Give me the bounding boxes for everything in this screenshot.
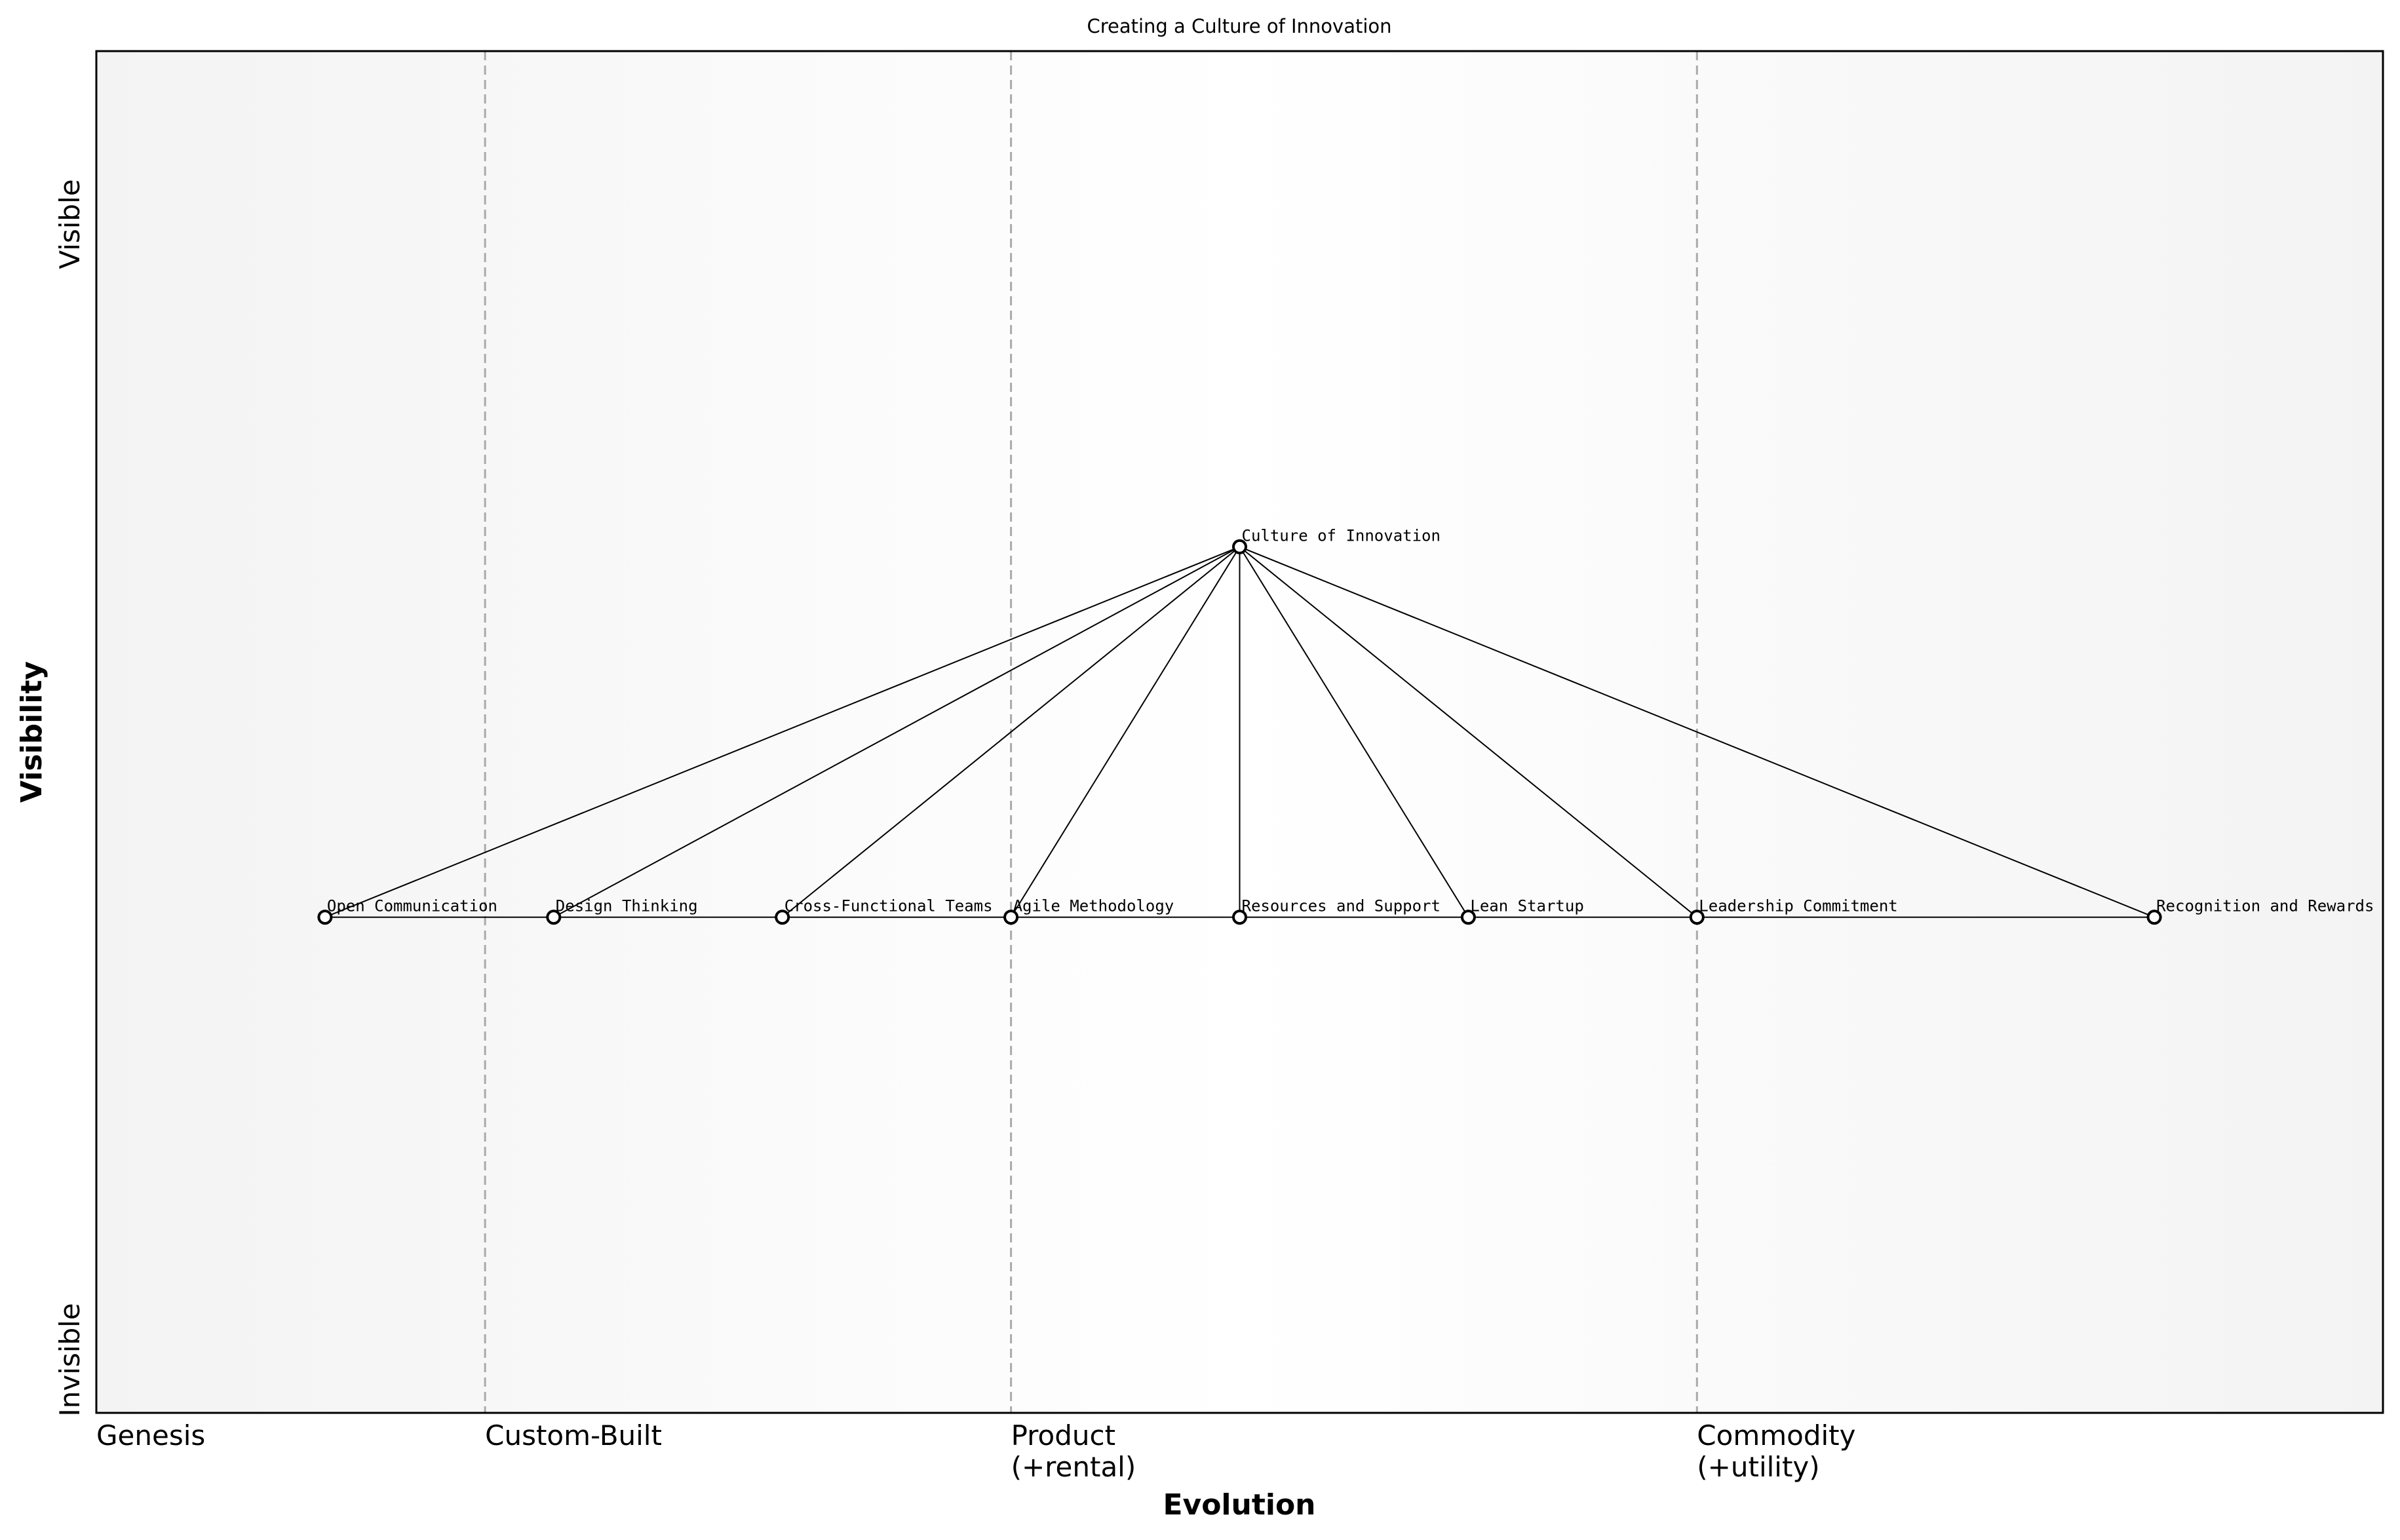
stage-label-sub: (+rental) [1011, 1451, 1136, 1483]
component-node-cft[interactable] [775, 910, 790, 925]
component-node-agile[interactable] [1003, 910, 1019, 925]
component-label-recognition: Recognition and Rewards [2156, 897, 2374, 915]
component-label-agile: Agile Methodology [1013, 897, 1174, 915]
component-label-lean: Lean Startup [1470, 897, 1583, 915]
component-node-leadership[interactable] [1689, 910, 1705, 925]
component-node-recognition[interactable] [2146, 910, 2162, 925]
link-culture-open [324, 546, 1240, 918]
component-node-lean[interactable] [1460, 910, 1476, 925]
stage-label-sub: (+utility) [1697, 1451, 1819, 1483]
link-culture-agile [1010, 546, 1241, 918]
y-axis-bottom-label: Invisible [54, 1303, 86, 1416]
stage-label: Product [1011, 1419, 1115, 1452]
stage-label: Commodity [1697, 1419, 1855, 1452]
component-node-resources[interactable] [1232, 910, 1247, 925]
link-culture-lean [1239, 546, 1469, 918]
y-axis-label: Visibility [15, 661, 48, 803]
stage-label: Custom-Built [485, 1419, 662, 1452]
link-culture-cft [782, 546, 1241, 918]
component-node-design[interactable] [546, 910, 562, 925]
plot-frame [95, 50, 2384, 1414]
link-group [324, 546, 2155, 918]
component-label-design: Design Thinking [556, 897, 698, 915]
component-label-leadership: Leadership Commitment [1699, 897, 1897, 915]
component-label-resources: Resources and Support [1242, 897, 1441, 915]
component-label-cft: Cross-Functional Teams [784, 897, 993, 915]
y-axis-top-label: Visible [54, 179, 86, 269]
component-group: Culture of Innovation Open Communication D… [317, 526, 2374, 925]
component-node-culture[interactable] [1232, 539, 1247, 554]
component-label-culture: Culture of Innovation [1242, 526, 1441, 545]
component-label-open: Open Communication [327, 897, 497, 915]
component-node-open[interactable] [317, 910, 333, 925]
link-culture-leadership [1239, 546, 1697, 918]
stage-label: Genesis [96, 1419, 205, 1452]
link-culture-recognition [1239, 546, 2155, 918]
map-title: Creating a Culture of Innovation [1087, 15, 1391, 37]
link-culture-design [553, 546, 1240, 918]
x-axis-label: Evolution [1163, 1488, 1315, 1522]
stage-label-group: Genesis Custom-Built Product(+rental) Commo… [96, 1419, 1856, 1483]
